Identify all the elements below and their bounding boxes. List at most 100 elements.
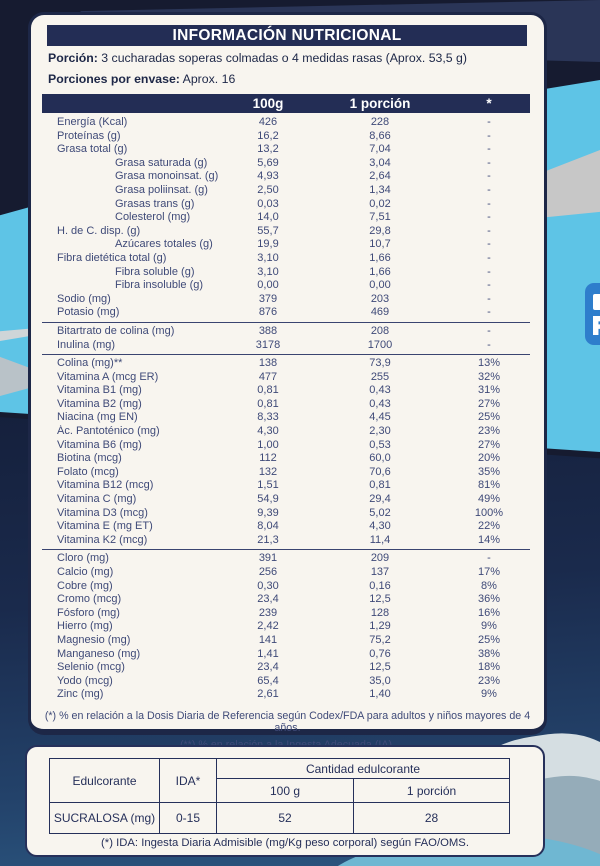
table-row: Grasas trans (g) 0,03 0,02 -: [42, 198, 530, 212]
value-percent: -: [487, 197, 491, 210]
value-percent: 35%: [477, 465, 501, 478]
value-100g: 112: [259, 452, 277, 465]
sweetener-name: SUCRALOSA (mg): [49, 802, 160, 834]
column-header-star: *: [486, 96, 492, 111]
table-row: Grasa poliinsat. (g) 2,50 1,34 -: [42, 184, 530, 198]
value-100g: 8,04: [257, 520, 279, 533]
group-divider: [42, 549, 530, 551]
value-porcion: 5,02: [369, 506, 391, 519]
sweetener-ida-value: 0-15: [159, 802, 217, 834]
nutrient-name: Grasa poliinsat. (g): [115, 183, 208, 196]
value-percent: 20%: [477, 452, 501, 465]
column-header-porcion: 1 porción: [349, 96, 411, 111]
value-percent: 27%: [477, 397, 501, 410]
value-percent: 22%: [477, 520, 501, 533]
nutrient-name: Energía (Kcal): [57, 116, 128, 128]
value-percent: -: [487, 183, 491, 196]
nutrient-name: Calcio (mg): [57, 566, 114, 578]
table-row: Azúcares totales (g) 19,9 10,7 -: [42, 238, 530, 252]
value-100g: 0,00: [257, 279, 279, 292]
nutrient-name: Azúcares totales (g): [115, 238, 213, 251]
nutrient-name: Colesterol (mg): [115, 211, 191, 224]
value-percent: -: [487, 251, 491, 264]
value-100g: 0,30: [257, 579, 279, 592]
value-percent: -: [487, 324, 491, 337]
value-100g: 23,4: [257, 593, 279, 606]
value-percent: 23%: [477, 425, 501, 438]
nutrient-name: Inulina (mg): [57, 338, 116, 351]
value-porcion: 29,4: [369, 493, 391, 506]
value-100g: 4,93: [257, 170, 279, 183]
value-porcion: 2,64: [369, 170, 391, 183]
value-percent: 14%: [477, 533, 501, 546]
value-100g: 379: [258, 292, 278, 305]
table-row: Vitamina C (mg) 54,9 29,4 49%: [42, 493, 530, 507]
value-porcion: 209: [370, 552, 390, 565]
badge-glyph: [593, 294, 600, 310]
value-100g: 14,0: [257, 211, 279, 224]
table-row: Vitamina E (mg ET) 8,04 4,30 22%: [42, 520, 530, 534]
group-divider: [42, 354, 530, 356]
table-row: Vitamina B2 (mg) 0,81 0,43 27%: [42, 398, 530, 412]
value-100g: 138: [258, 357, 278, 370]
value-porcion: 255: [370, 370, 390, 383]
group-divider: [42, 321, 530, 323]
sweetener-col-porcion: 1 porción: [353, 778, 510, 803]
value-percent: 9%: [481, 688, 497, 701]
value-100g: 4,30: [257, 425, 279, 438]
value-porcion: 7,04: [369, 143, 391, 156]
sweetener-col-ida: IDA*: [159, 758, 217, 803]
nutrient-name: Sodio (mg): [57, 292, 111, 305]
nutrient-name: Bitartrato de colina (mg): [57, 324, 175, 337]
table-row: Hierro (mg) 2,42 1,29 9%: [42, 620, 530, 634]
value-100g: 2,50: [257, 183, 279, 196]
value-porcion: 0,00: [369, 279, 391, 292]
servings-per-container-text: Aprox. 16: [179, 71, 236, 86]
sweetener-col-100g: 100 g: [216, 778, 354, 803]
value-porcion: 1,66: [369, 265, 391, 278]
table-row: Vitamina B6 (mg) 1,00 0,53 27%: [42, 439, 530, 453]
servings-per-container-label: Porciones por envase:: [48, 71, 180, 86]
nutrient-name: Folato (mcg): [57, 465, 119, 478]
nutrient-name: Fibra dietética total (g): [57, 251, 167, 264]
nutrient-name: Colina (mg)**: [57, 357, 123, 370]
table-row: Folato (mcg) 132 70,6 35%: [42, 466, 530, 480]
value-100g: 54,9: [257, 493, 279, 506]
value-percent: -: [487, 156, 491, 169]
value-porcion: 3,04: [369, 156, 391, 169]
value-percent: -: [487, 306, 491, 319]
table-row: Vitamina D3 (mcg) 9,39 5,02 100%: [42, 507, 530, 521]
table-row: Fibra dietética total (g) 3,10 1,66 -: [42, 252, 530, 266]
table-row: Grasa monoinsat. (g) 4,93 2,64 -: [42, 170, 530, 184]
table-row: Vitamina A (mcg ER) 477 255 32%: [42, 371, 530, 385]
table-row: Fibra insoluble (g) 0,00 0,00 -: [42, 279, 530, 293]
value-porcion: 12,5: [369, 593, 391, 606]
table-row: Grasa saturada (g) 5,69 3,04 -: [42, 157, 530, 171]
nutrition-panel: INFORMACIÓN NUTRICIONAL Porción: 3 cucha…: [28, 12, 547, 751]
nutrient-name: Grasa total (g): [57, 143, 128, 156]
serving-size-line: Porción: 3 cucharadas soperas colmadas o…: [48, 51, 530, 67]
nutrient-name: Selenio (mcg): [57, 661, 125, 674]
table-row: Colina (mg)** 138 73,9 13%: [42, 357, 530, 371]
serving-size-label: Porción:: [48, 51, 98, 65]
table-row: Vitamina K2 (mcg) 21,3 11,4 14%: [42, 534, 530, 548]
value-percent: 9%: [481, 620, 497, 633]
value-percent: 18%: [477, 661, 501, 674]
table-row: Cloro (mg) 391 209 -: [42, 552, 530, 566]
value-porcion: 137: [370, 566, 390, 578]
value-percent: -: [487, 211, 491, 224]
value-porcion: 4,30: [369, 520, 391, 533]
nutrition-rows: Energía (Kcal) 426 228 - Proteínas (g) 16,2 8,…: [42, 116, 530, 702]
serving-size-text: 3 cucharadas soperas colmadas o 4 medida…: [97, 51, 467, 65]
value-porcion: 73,9: [369, 357, 391, 370]
table-row: Sodio (mg) 379 203 -: [42, 293, 530, 307]
value-percent: 100%: [474, 506, 504, 519]
value-porcion: 0,76: [369, 647, 391, 660]
nutrient-name: Vitamina D3 (mcg): [57, 506, 148, 519]
value-100g: 23,4: [257, 661, 279, 674]
value-100g: 239: [258, 606, 278, 619]
nutrient-name: Zinc (mg): [57, 688, 104, 701]
value-percent: -: [487, 116, 491, 128]
panel-title: INFORMACIÓN NUTRICIONAL: [172, 27, 402, 44]
